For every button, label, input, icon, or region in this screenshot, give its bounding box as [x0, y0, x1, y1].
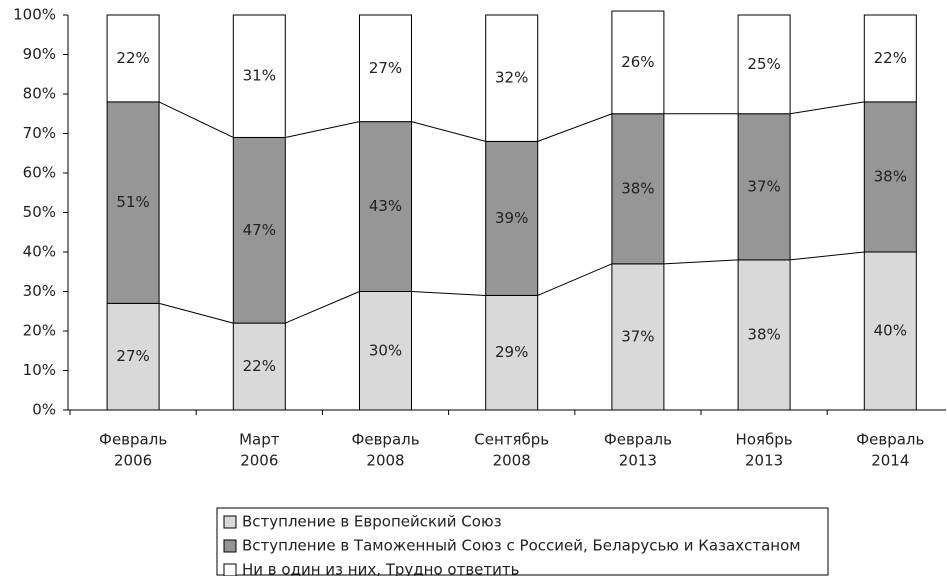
- data-label: 30%: [369, 341, 402, 359]
- y-tick-label: 70%: [23, 124, 56, 142]
- bar-segment: [611, 10, 665, 115]
- data-label: 37%: [747, 177, 780, 195]
- y-tick-label: 100%: [13, 6, 56, 24]
- y-tick-label: 10%: [23, 361, 56, 379]
- bar-segment: [863, 251, 917, 411]
- y-tick-label: 30%: [23, 282, 56, 300]
- x-tick-label: 2013: [745, 452, 783, 470]
- bar-segment: [359, 121, 412, 293]
- y-tick-label: 40%: [23, 243, 56, 261]
- connector-line: [411, 291, 486, 296]
- bar-segment: [232, 322, 286, 411]
- x-tick-label: Февраль: [856, 431, 924, 449]
- bar-segment: [737, 113, 791, 261]
- data-label: 40%: [874, 322, 907, 340]
- legend-label: Ни в один из них, Трудно ответить: [242, 561, 519, 576]
- bar-segment: [737, 14, 791, 115]
- x-tick-label: Ноябрь: [736, 431, 793, 449]
- bar-segment: [485, 294, 539, 411]
- bar-segment: [106, 14, 160, 103]
- bar-segment: [232, 14, 286, 138]
- data-label: 37%: [621, 327, 654, 345]
- x-tick-label: Март: [239, 431, 280, 449]
- data-label: 29%: [495, 343, 528, 361]
- bar-segment: [863, 101, 917, 253]
- y-tick-label: 80%: [23, 85, 56, 103]
- bar-segment: [737, 259, 791, 411]
- connector-line: [537, 263, 613, 296]
- legend-label: Вступление в Европейский Союз: [242, 513, 502, 531]
- data-label: 38%: [747, 325, 780, 343]
- bar-segment: [611, 113, 665, 265]
- bar-segment: [106, 101, 160, 304]
- data-label: 25%: [747, 55, 780, 73]
- connector-line: [790, 101, 865, 115]
- legend-swatch: [223, 539, 237, 553]
- connector-line: [158, 101, 234, 138]
- x-tick-label: 2014: [871, 452, 909, 470]
- data-label: 27%: [369, 59, 402, 77]
- bar-segment: [485, 14, 539, 142]
- x-tick-label: Февраль: [351, 431, 419, 449]
- y-tick-label: 50%: [23, 203, 56, 221]
- data-label: 39%: [495, 209, 528, 227]
- data-label: 38%: [621, 179, 654, 197]
- bar-segment: [359, 14, 412, 123]
- legend-swatch: [223, 563, 237, 576]
- x-tick-label: 2006: [240, 452, 278, 470]
- bar-segment: [863, 14, 917, 103]
- connector-line: [790, 251, 865, 261]
- x-tick-label: 2013: [619, 452, 657, 470]
- data-label: 51%: [116, 193, 149, 211]
- data-label: 22%: [243, 357, 276, 375]
- connector-line: [663, 259, 739, 265]
- data-label: 22%: [874, 49, 907, 67]
- data-label: 27%: [116, 347, 149, 365]
- connector-line: [285, 291, 360, 324]
- data-label: 31%: [243, 67, 276, 85]
- x-tick-label: Февраль: [604, 431, 672, 449]
- x-tick-label: 2006: [114, 452, 152, 470]
- data-label: 32%: [495, 69, 528, 87]
- legend-label: Вступление в Таможенный Союз с Россией, …: [242, 537, 801, 555]
- connector-line: [537, 113, 613, 142]
- y-tick-label: 0%: [32, 401, 56, 419]
- legend-swatch: [223, 515, 237, 529]
- bar-segment: [106, 302, 160, 411]
- x-tick-label: Сентябрь: [474, 431, 549, 449]
- bar-segment: [232, 136, 286, 324]
- connector-line: [411, 121, 486, 142]
- connector-line: [285, 121, 360, 138]
- y-tick-label: 90%: [23, 45, 56, 63]
- legend-box: [216, 507, 829, 576]
- data-label: 43%: [369, 197, 402, 215]
- x-tick-label: 2008: [366, 452, 404, 470]
- connector-line: [158, 302, 234, 324]
- data-label: 47%: [243, 221, 276, 239]
- data-label: 22%: [116, 49, 149, 67]
- data-label: 26%: [621, 53, 654, 71]
- y-tick-label: 20%: [23, 322, 56, 340]
- x-tick-label: Февраль: [99, 431, 167, 449]
- y-tick-label: 60%: [23, 164, 56, 182]
- bar-segment: [611, 263, 665, 411]
- data-label: 38%: [874, 167, 907, 185]
- x-tick-label: 2008: [493, 452, 531, 470]
